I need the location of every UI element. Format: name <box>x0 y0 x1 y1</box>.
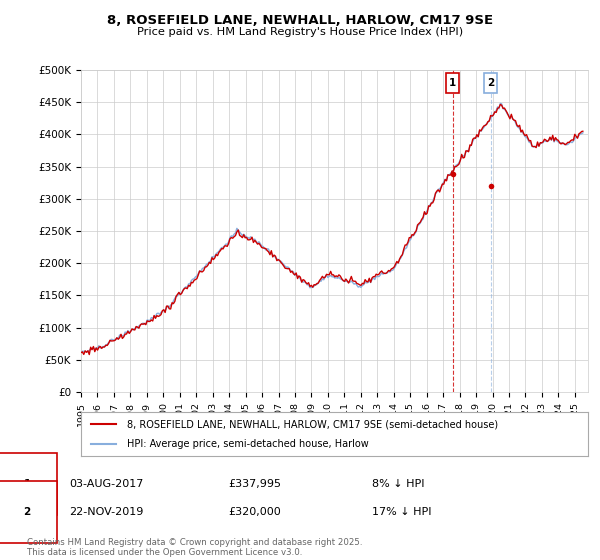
FancyBboxPatch shape <box>446 73 459 92</box>
Text: 17% ↓ HPI: 17% ↓ HPI <box>372 507 431 517</box>
Text: 1: 1 <box>23 479 31 489</box>
Text: 1: 1 <box>449 78 457 88</box>
Text: 2: 2 <box>487 78 494 88</box>
Text: 2: 2 <box>23 507 31 517</box>
Text: 8% ↓ HPI: 8% ↓ HPI <box>372 479 425 489</box>
Text: 03-AUG-2017: 03-AUG-2017 <box>69 479 143 489</box>
Text: 8, ROSEFIELD LANE, NEWHALL, HARLOW, CM17 9SE: 8, ROSEFIELD LANE, NEWHALL, HARLOW, CM17… <box>107 14 493 27</box>
Text: £320,000: £320,000 <box>228 507 281 517</box>
Text: Contains HM Land Registry data © Crown copyright and database right 2025.
This d: Contains HM Land Registry data © Crown c… <box>27 538 362 557</box>
Text: 22-NOV-2019: 22-NOV-2019 <box>69 507 143 517</box>
Text: £337,995: £337,995 <box>228 479 281 489</box>
Text: Price paid vs. HM Land Registry's House Price Index (HPI): Price paid vs. HM Land Registry's House … <box>137 27 463 37</box>
Text: HPI: Average price, semi-detached house, Harlow: HPI: Average price, semi-detached house,… <box>127 439 368 449</box>
Text: 8, ROSEFIELD LANE, NEWHALL, HARLOW, CM17 9SE (semi-detached house): 8, ROSEFIELD LANE, NEWHALL, HARLOW, CM17… <box>127 419 498 429</box>
FancyBboxPatch shape <box>484 73 497 92</box>
